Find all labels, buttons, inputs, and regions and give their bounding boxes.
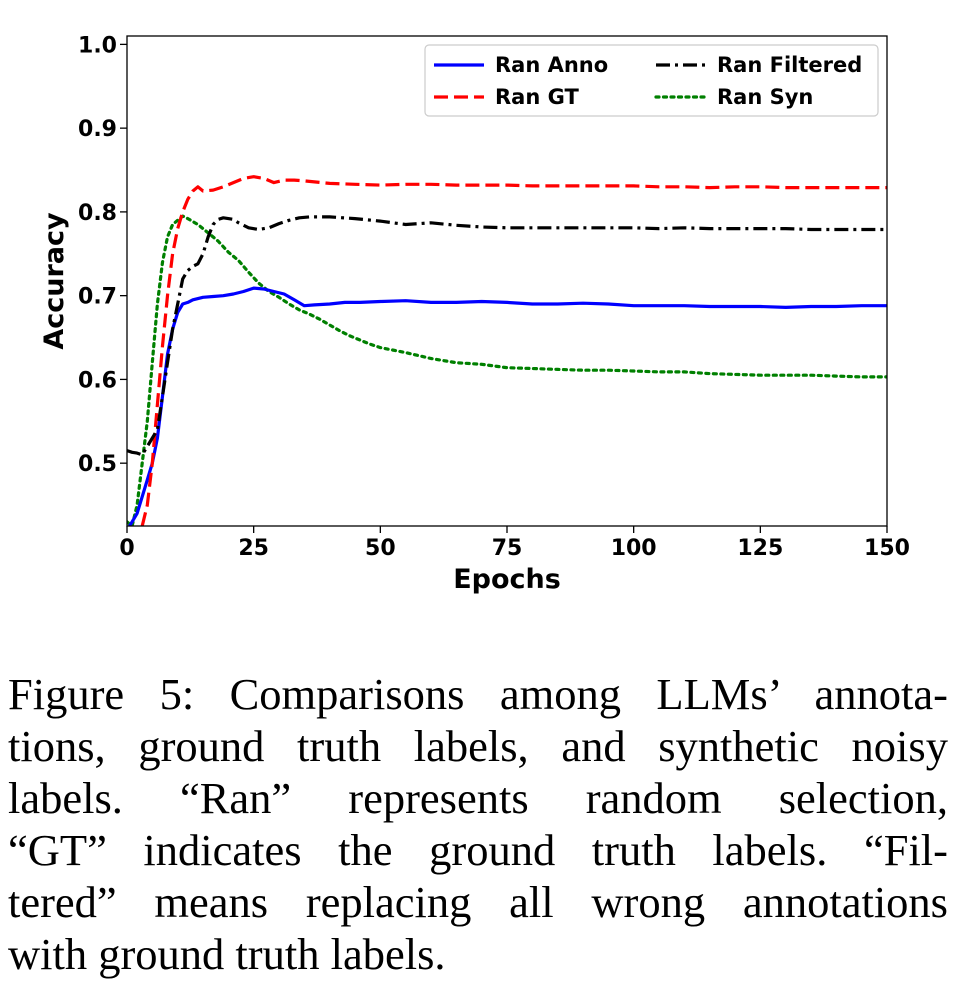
caption-line: tions, ground truth labels, and syntheti… xyxy=(8,721,948,771)
legend-items: Ran Anno Ran GT Ran Filtered Ran Syn xyxy=(434,53,862,109)
series-layer xyxy=(127,175,887,526)
x-axis-label: Epochs xyxy=(453,564,561,595)
y-tick-label: 1.0 xyxy=(78,33,117,58)
legend-label: Ran Syn xyxy=(717,85,813,109)
x-tick-label: 25 xyxy=(238,536,269,561)
legend-box xyxy=(424,44,879,117)
caption-line: Figure 5: Comparisons among LLMs’ annota… xyxy=(8,669,948,719)
series-line-ran-syn xyxy=(127,214,887,526)
series-line-ran-anno xyxy=(127,286,887,526)
legend-label: Ran Filtered xyxy=(717,53,862,77)
x-axis-ticks: 0 25 50 75 100 125 150 xyxy=(119,526,910,561)
x-tick-label: 75 xyxy=(492,536,523,561)
x-tick-label: 150 xyxy=(864,536,910,561)
x-tick-label: 100 xyxy=(611,536,657,561)
x-tick-label: 50 xyxy=(365,536,396,561)
caption-line: tered” means replacing all wrong annotat… xyxy=(8,877,948,927)
x-tick-label: 125 xyxy=(737,536,783,561)
y-axis-ticks: 0.5 0.6 0.7 0.8 0.9 1.0 xyxy=(78,33,127,477)
series-line-ran-gt xyxy=(140,175,887,526)
y-tick-label: 0.7 xyxy=(78,285,117,310)
y-tick-label: 0.5 xyxy=(78,452,117,477)
series-line-ran-filtered xyxy=(127,215,887,457)
legend-label: Ran Anno xyxy=(495,53,608,77)
caption-line: labels. “Ran” represents random selectio… xyxy=(8,773,948,823)
x-tick-label: 0 xyxy=(119,536,134,561)
y-axis-label: Accuracy xyxy=(39,212,70,350)
caption-line: “GT” indicates the ground truth labels. … xyxy=(8,825,948,875)
figure-caption: Figure 5: Comparisons among LLMs’ annota… xyxy=(8,668,948,980)
caption-line: with ground truth labels. xyxy=(8,929,446,979)
accuracy-chart: 0 25 50 75 100 125 150 0.5 0.6 0.7 0.8 0.9 1.0 Epoc… xyxy=(39,33,910,595)
legend: Ran Anno Ran GT Ran Filtered Ran Syn xyxy=(424,44,879,117)
y-tick-label: 0.9 xyxy=(78,117,117,142)
legend-label: Ran GT xyxy=(495,85,579,109)
y-tick-label: 0.8 xyxy=(78,201,117,226)
y-tick-label: 0.6 xyxy=(78,368,117,393)
